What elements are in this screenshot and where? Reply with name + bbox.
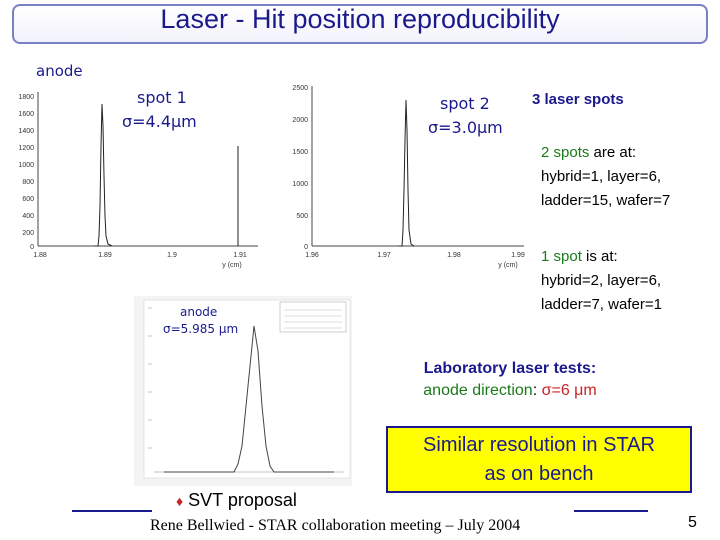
spot2-ytick: 1000: [292, 181, 308, 188]
bench-sigma: σ=5.985 μm: [163, 322, 239, 336]
one-spot-line2: hybrid=2, layer=6,: [541, 272, 662, 289]
one-spot-prefix: 1 spot: [541, 248, 582, 265]
two-spots-block: 2 spots are at: hybrid=1, layer=6, ladde…: [541, 141, 670, 213]
spot1-xlabel: y (cm): [222, 262, 241, 269]
spot1-ytick: 1800: [18, 94, 34, 101]
bench-peak: [164, 325, 334, 473]
spot1-sigma: σ=4.4μm: [122, 112, 197, 131]
spot2-xtick: 1.96: [305, 252, 319, 259]
spot1-ytick: 200: [22, 230, 34, 237]
spot2-xlabel: y (cm): [498, 262, 517, 269]
lab-anode-direction: anode direction: [423, 382, 533, 399]
two-spots-line2: hybrid=1, layer=6,: [541, 168, 662, 185]
spot1-xtick: 1.9: [167, 252, 177, 259]
bench-histogram: [134, 296, 352, 486]
title-frame: [12, 4, 708, 44]
spot1-peak: [94, 103, 113, 247]
slide-title: Laser - Hit position reproducibility: [160, 4, 560, 34]
page-number: 5: [688, 514, 697, 531]
spot2-ytick: 0: [304, 244, 308, 251]
footer-rule-left: [72, 510, 152, 512]
lab-tests-block: Laboratory laser tests: anode direction:…: [390, 358, 630, 402]
spot1-label: spot 1: [137, 88, 187, 107]
spot1-xtick: 1.88: [33, 252, 47, 259]
spot1-xtick: 1.89: [98, 252, 112, 259]
spot1-ytick: 1600: [18, 111, 34, 118]
svt-proposal: ♦ SVT proposal: [176, 490, 297, 511]
two-spots-rest: are at:: [589, 144, 637, 161]
spot2-histogram: 2500 2000 1500 1000 500 0 1.96 1.97 1.98…: [292, 85, 525, 269]
spot1-ytick: 600: [22, 196, 34, 203]
spot2-xtick: 1.97: [377, 252, 391, 259]
one-spot-block: 1 spot is at: hybrid=2, layer=6, ladder=…: [541, 245, 662, 317]
spot1-ytick: 1400: [18, 128, 34, 135]
one-spot-rest: is at:: [581, 248, 618, 265]
spot1-ytick: 1000: [18, 162, 34, 169]
lab-colon: :: [532, 382, 542, 399]
spot2-ytick: 2500: [292, 85, 308, 92]
spot2-ytick: 2000: [292, 117, 308, 124]
laser-spots-heading: 3 laser spots: [532, 91, 624, 108]
spot1-ytick: 0: [30, 244, 34, 251]
resolution-callout: Similar resolution in STAR as on bench: [386, 426, 692, 493]
spot2-ytick: 500: [296, 213, 308, 220]
spot1-ytick: 800: [22, 179, 34, 186]
lab-line1: Laboratory laser tests:: [423, 360, 597, 377]
bench-anode-label: anode: [180, 305, 218, 319]
spot1-ytick: 400: [22, 213, 34, 220]
svt-label: SVT proposal: [188, 490, 297, 510]
spot2-sigma: σ=3.0μm: [428, 118, 503, 137]
spot1-histogram: 1800 1600 1400 1200 1000 800 600 400 200…: [18, 92, 258, 269]
callout-line1: Similar resolution in STAR: [423, 434, 655, 456]
two-spots-line3: ladder=15, wafer=7: [541, 192, 671, 209]
spot2-xtick: 1.99: [511, 252, 525, 259]
spot1-xtick: 1.91: [233, 252, 247, 259]
lab-sigma: σ=6 μm: [541, 382, 597, 399]
two-spots-prefix: 2 spots: [541, 144, 590, 161]
spot2-ytick: 1500: [292, 149, 308, 156]
footer-citation: Rene Bellwied - STAR collaboration meeti…: [150, 517, 521, 534]
one-spot-line3: ladder=7, wafer=1: [541, 296, 662, 313]
anode-label: anode: [36, 62, 83, 80]
spot1-ytick: 1200: [18, 145, 34, 152]
callout-line2: as on bench: [484, 463, 594, 485]
diamond-bullet-icon: ♦: [176, 493, 184, 509]
stats-box: [279, 301, 347, 333]
spot2-xtick: 1.98: [447, 252, 461, 259]
spot2-peak: [398, 99, 415, 247]
spot2-label: spot 2: [440, 94, 490, 113]
footer-rule-right: [574, 510, 648, 512]
